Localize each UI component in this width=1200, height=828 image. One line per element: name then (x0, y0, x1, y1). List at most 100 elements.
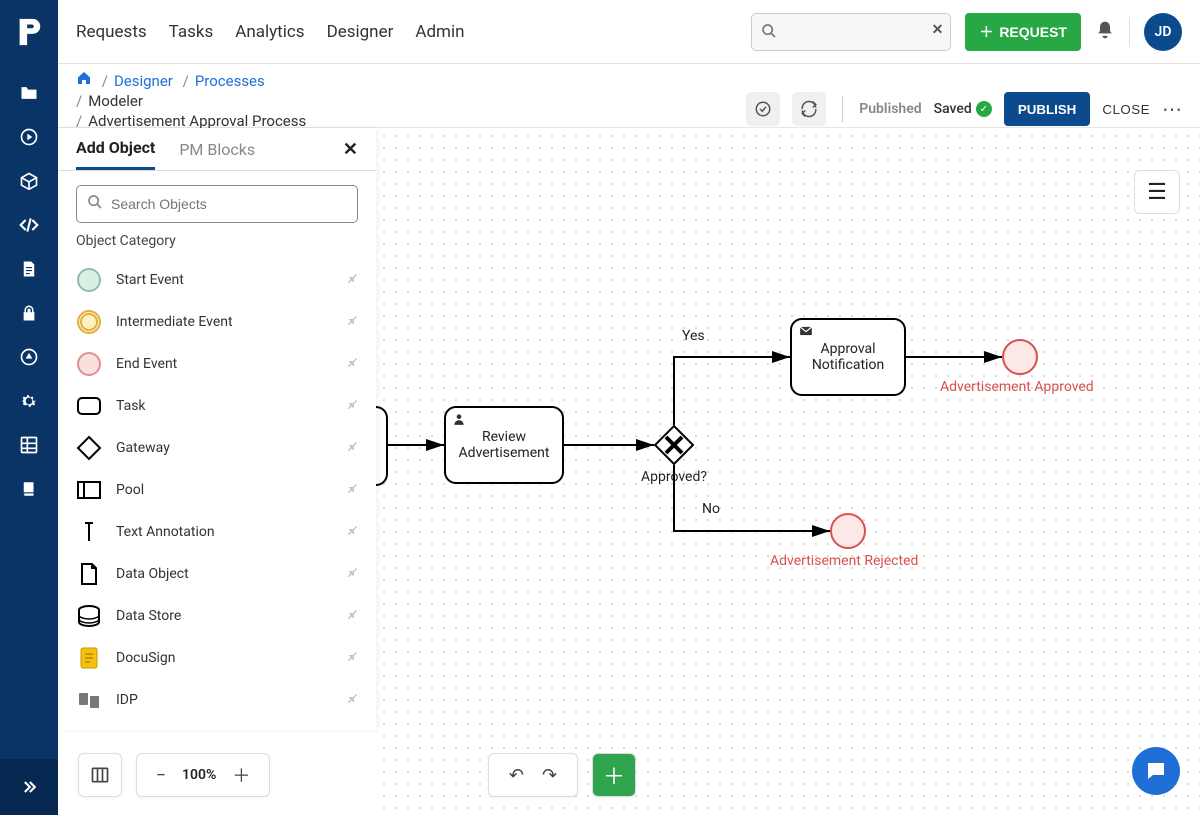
object-item[interactable]: Intermediate Event (76, 301, 368, 343)
redo-button[interactable]: ↷ (542, 765, 557, 786)
target-icon[interactable] (18, 346, 40, 368)
publish-button[interactable]: PUBLISH (1004, 92, 1091, 126)
object-item[interactable]: Pool (76, 469, 368, 511)
grid-icon[interactable] (18, 434, 40, 456)
object-category-label: Object Category (58, 233, 376, 255)
search-icon (87, 194, 103, 214)
object-shape-icon (76, 519, 102, 545)
refresh-icon[interactable] (792, 92, 826, 126)
object-item[interactable]: Start Event (76, 259, 368, 301)
logo[interactable] (0, 0, 58, 64)
tab-pm-blocks[interactable]: PM Blocks (179, 140, 255, 169)
avatar[interactable]: JD (1144, 13, 1182, 51)
edge-label: No (702, 501, 720, 517)
object-shape-icon (76, 309, 102, 335)
end-event-label: Advertisement Approved (940, 379, 1094, 395)
top-bar: Requests Tasks Analytics Designer Admin … (58, 0, 1200, 64)
zoom-control: − 100% ＋ (136, 753, 270, 797)
plus-icon: ＋ (979, 22, 993, 42)
top-nav: Requests Tasks Analytics Designer Admin (76, 22, 464, 42)
validate-icon[interactable] (746, 92, 780, 126)
object-shape-icon (76, 393, 102, 419)
canvas[interactable]: ☰ YesNoReviewAdvertisementApproved?Appro… (376, 128, 1200, 815)
object-label: Intermediate Event (116, 314, 344, 330)
document-icon[interactable] (18, 258, 40, 280)
notifications-icon[interactable] (1095, 20, 1115, 44)
zoom-in-button[interactable]: ＋ (232, 762, 250, 788)
object-item[interactable]: End Event (76, 343, 368, 385)
lock-icon[interactable] (18, 302, 40, 324)
object-label: End Event (116, 356, 344, 372)
global-search: ✕ (751, 13, 951, 51)
bpmn-end-event[interactable] (1002, 339, 1038, 375)
object-label: Gateway (116, 440, 344, 456)
bpmn-gateway[interactable]: Approved? (654, 425, 694, 465)
task-label: ReviewAdvertisement (459, 429, 550, 461)
crumb-designer[interactable]: Designer (114, 72, 173, 90)
object-search (76, 185, 358, 223)
home-icon[interactable] (76, 72, 92, 90)
object-label: Data Store (116, 608, 344, 624)
object-search-input[interactable] (111, 196, 347, 212)
object-label: Task (116, 398, 344, 414)
status-published: Published (859, 101, 921, 117)
object-list: Start Event Intermediate Event End Event… (58, 255, 376, 730)
object-label: Pool (116, 482, 344, 498)
object-item[interactable]: Data Store (76, 595, 368, 637)
tab-add-object[interactable]: Add Object (76, 138, 155, 170)
object-shape-icon (76, 477, 102, 503)
divider (1129, 17, 1130, 47)
object-shape-icon (76, 435, 102, 461)
object-item[interactable]: Data Object (76, 553, 368, 595)
object-item[interactable]: Text Annotation (76, 511, 368, 553)
object-shape-icon (76, 267, 102, 293)
object-label: Data Object (116, 566, 344, 582)
bpmn-task-partial[interactable] (376, 406, 388, 486)
search-icon (761, 23, 777, 43)
nav-analytics[interactable]: Analytics (235, 22, 304, 42)
end-event-label: Advertisement Rejected (770, 553, 918, 569)
play-icon[interactable] (18, 126, 40, 148)
canvas-container: ☰ YesNoReviewAdvertisementApproved?Appro… (376, 128, 1200, 815)
bpmn-task[interactable]: ReviewAdvertisement (444, 406, 564, 484)
object-shape-icon (76, 645, 102, 671)
chat-icon[interactable] (1132, 747, 1180, 795)
object-item[interactable]: Gateway (76, 427, 368, 469)
object-item[interactable]: Task (76, 385, 368, 427)
object-item[interactable]: DocuSign (76, 637, 368, 679)
crumb-processes[interactable]: Processes (195, 72, 265, 90)
new-request-button[interactable]: ＋REQUEST (965, 13, 1081, 51)
minimap-button[interactable] (78, 753, 122, 797)
add-element-button[interactable]: ＋ (592, 753, 636, 797)
code-icon[interactable] (18, 214, 40, 236)
zoom-out-button[interactable]: − (156, 765, 166, 786)
close-panel-icon[interactable]: ✕ (343, 139, 358, 170)
object-item[interactable]: IDP (76, 679, 368, 721)
folder-icon[interactable] (18, 82, 40, 104)
bpmn-end-event[interactable] (830, 513, 866, 549)
object-shape-icon (76, 603, 102, 629)
undo-redo-group: ↶ ↷ (488, 753, 578, 797)
status-saved: Saved✓ (934, 101, 992, 117)
zoom-level: 100% (182, 767, 216, 783)
nav-designer[interactable]: Designer (327, 22, 394, 42)
nav-admin[interactable]: Admin (415, 22, 464, 42)
object-label: Start Event (116, 272, 344, 288)
bpmn-task[interactable]: ApprovalNotification (790, 318, 906, 396)
search-input[interactable] (751, 13, 951, 51)
nav-tasks[interactable]: Tasks (169, 22, 214, 42)
more-icon[interactable]: ⋯ (1162, 97, 1182, 121)
gear-icon[interactable] (18, 390, 40, 412)
undo-button[interactable]: ↶ (509, 765, 524, 786)
task-label: ApprovalNotification (812, 341, 884, 373)
expand-rail-button[interactable] (0, 759, 58, 815)
clear-search-icon[interactable]: ✕ (932, 22, 944, 38)
object-label: Text Annotation (116, 524, 344, 540)
close-button[interactable]: CLOSE (1102, 102, 1150, 117)
object-shape-icon (76, 351, 102, 377)
gateway-label: Approved? (641, 469, 707, 485)
nav-requests[interactable]: Requests (76, 22, 147, 42)
canvas-menu-button[interactable]: ☰ (1134, 170, 1180, 214)
package-icon[interactable] (18, 170, 40, 192)
book-icon[interactable] (18, 478, 40, 500)
